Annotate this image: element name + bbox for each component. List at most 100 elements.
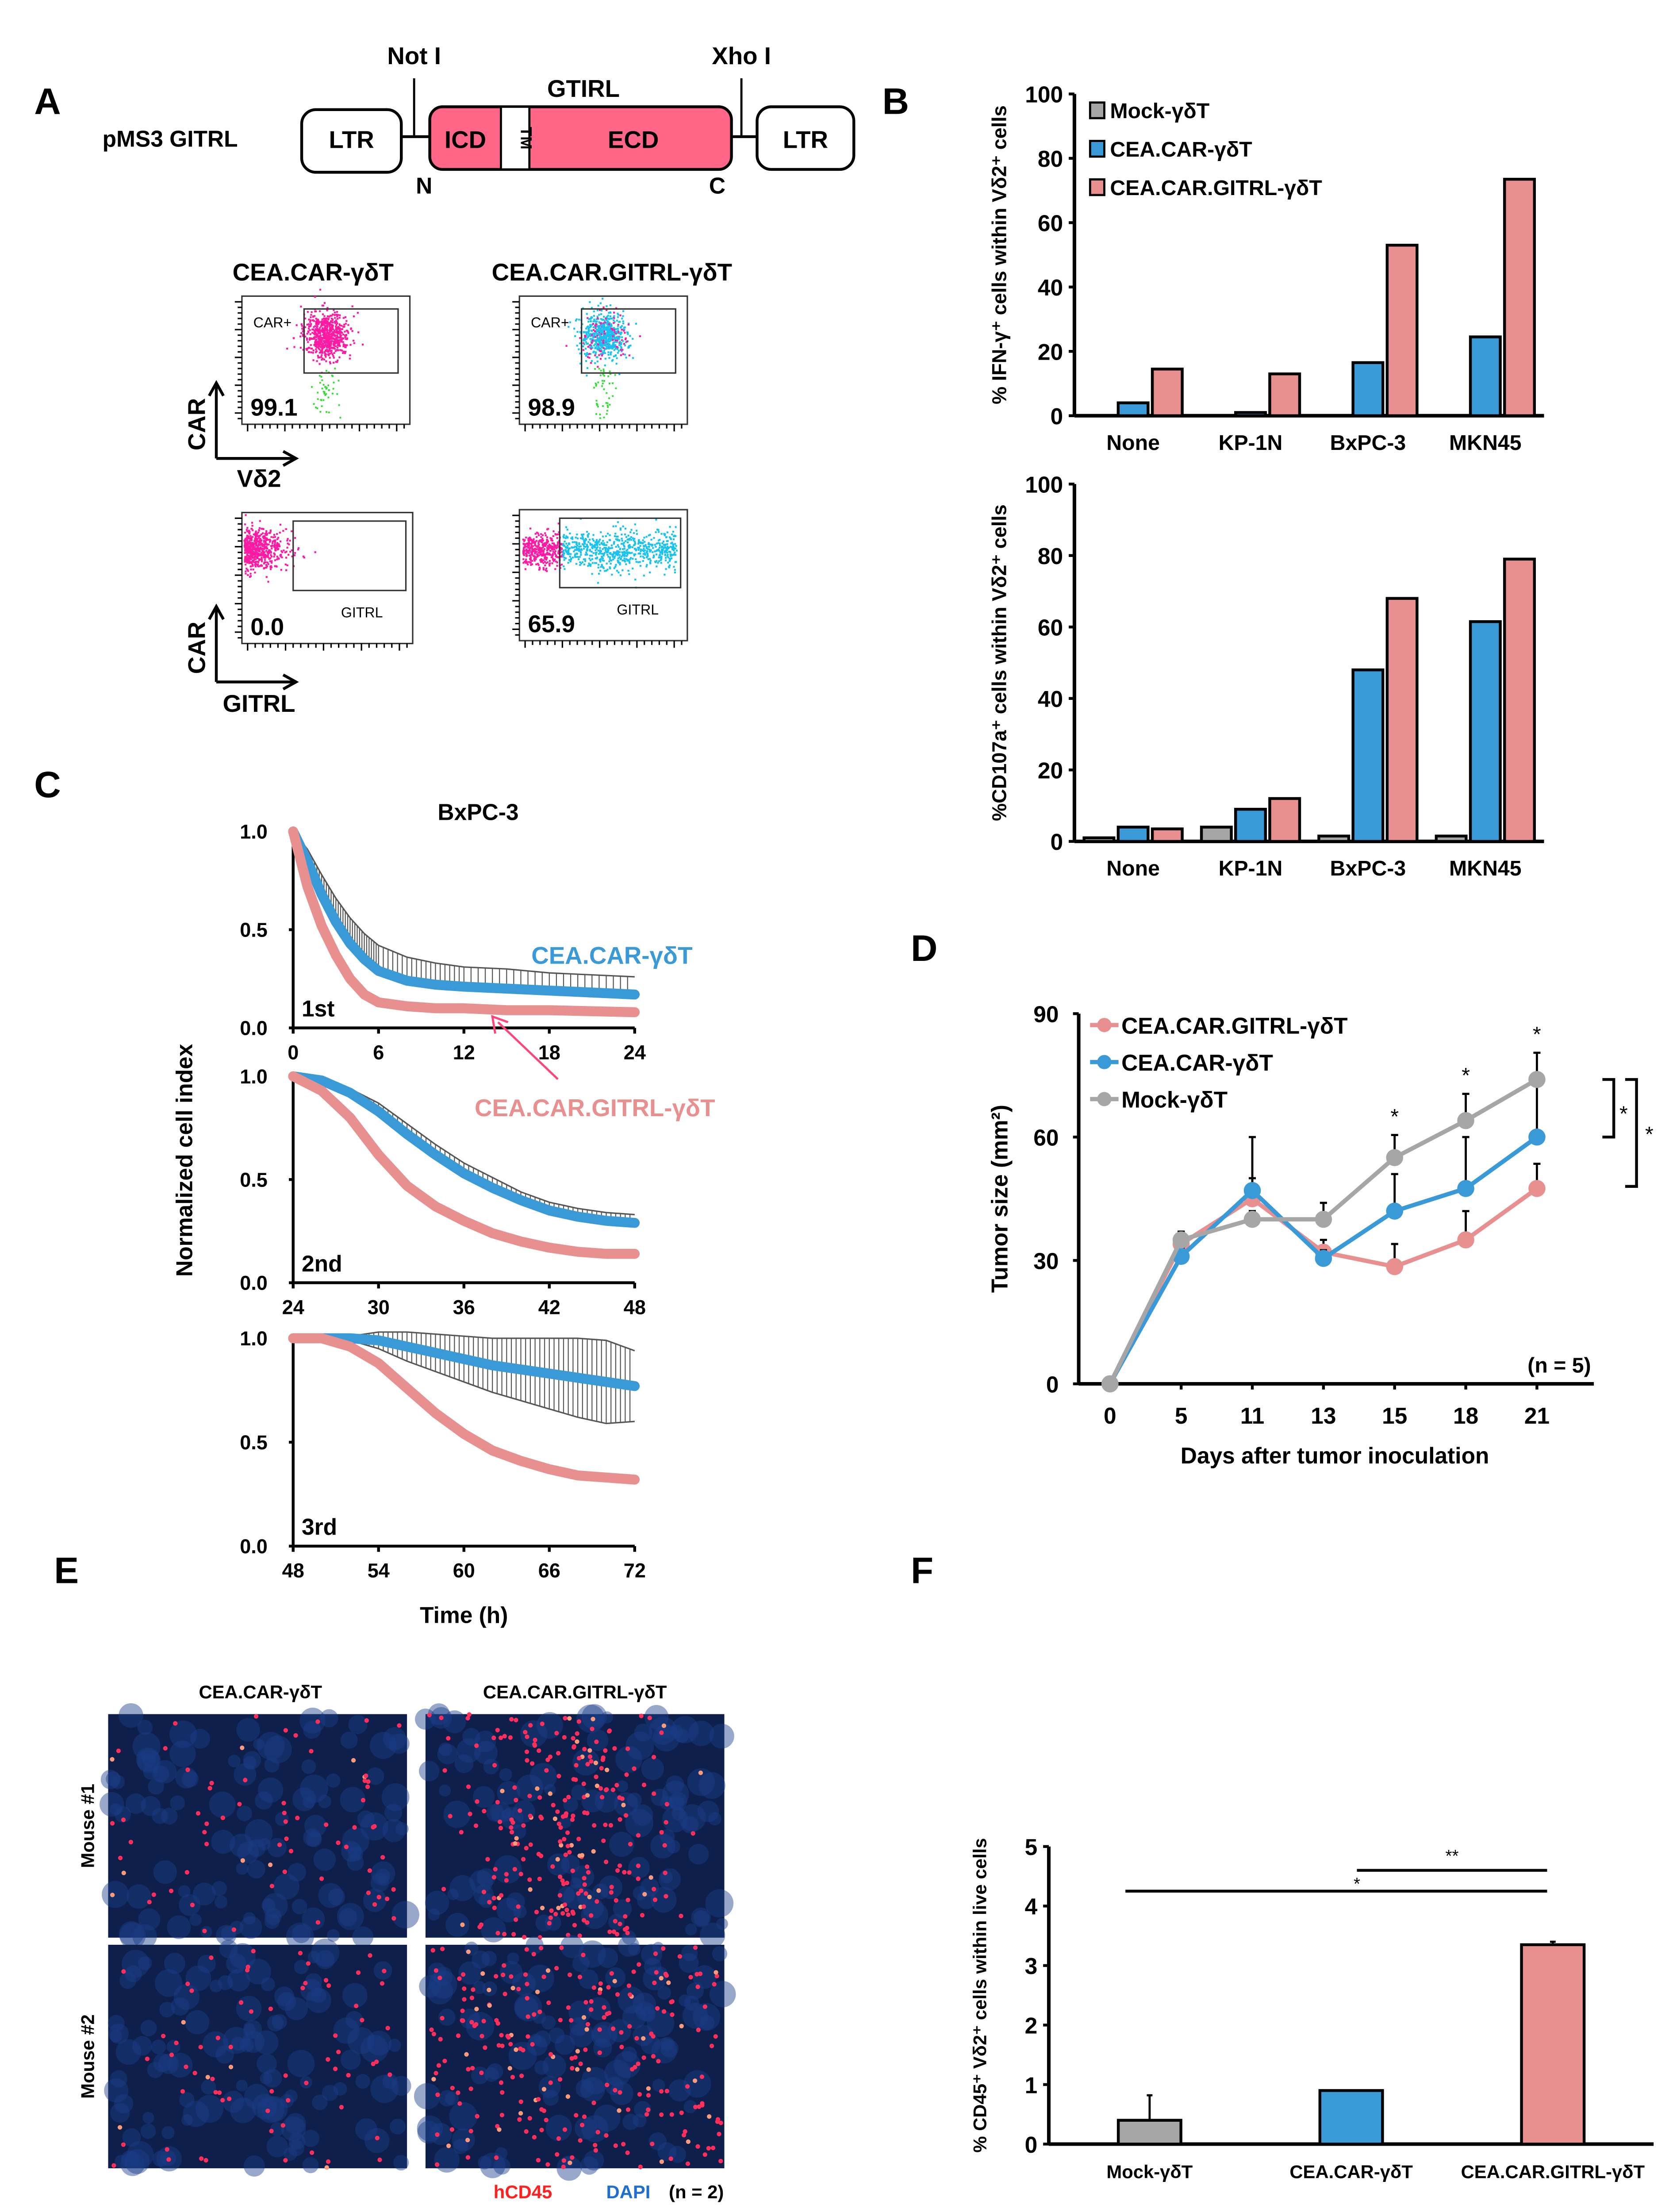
dapi-signal: [288, 2133, 306, 2150]
facs-event: [328, 342, 330, 344]
facs-event: [569, 547, 571, 549]
facs-event: [306, 323, 308, 326]
facs-event: [321, 358, 323, 361]
facs-event: [660, 545, 663, 548]
dapi-signal: [122, 2128, 141, 2147]
hcd45-cell: [579, 1853, 585, 1858]
dapi-signal: [534, 2060, 549, 2075]
facs-event: [594, 562, 596, 564]
ltr-right-box: [756, 105, 856, 171]
hcd45-cell: [354, 2003, 359, 2008]
facs-event: [285, 551, 288, 553]
facs-event: [539, 551, 541, 553]
hcd45-cell: [556, 2136, 561, 2141]
facs-event: [568, 552, 570, 554]
dapi-signal: [570, 1877, 582, 1889]
facs-event: [535, 545, 537, 547]
facs-events: [286, 288, 364, 419]
facs-event: [539, 553, 541, 556]
facs-event: [246, 561, 248, 564]
facs-event: [338, 330, 341, 333]
facs-event: [604, 544, 606, 546]
hcd45-cell: [713, 2034, 718, 2039]
dapi-signal: [347, 1854, 364, 1871]
facs-gate-label: CAR+: [253, 315, 292, 330]
facs-event: [617, 312, 619, 315]
facs-event: [316, 325, 318, 327]
facs-event: [629, 531, 632, 534]
facs-event: [596, 403, 598, 405]
facs-event: [319, 375, 321, 377]
facs-event: [259, 534, 261, 537]
facs-event: [324, 349, 327, 351]
hcd45-cell: [663, 1870, 668, 1875]
facs-event: [675, 545, 677, 547]
facs-event: [333, 332, 335, 334]
facs-event: [255, 550, 257, 553]
hcd45-cell: [253, 1714, 259, 1719]
y-tick-label: 60: [1038, 615, 1063, 641]
icd-label: ICD: [445, 126, 486, 154]
facs-event: [293, 346, 295, 348]
facs-event: [603, 344, 606, 346]
hcd45-cell: [576, 1836, 581, 1841]
facs-event: [259, 565, 261, 567]
facs-event: [270, 555, 273, 558]
facs-event: [628, 345, 630, 347]
facs-event: [540, 548, 543, 550]
hcd45-cell: [593, 1760, 598, 1765]
facs-event: [291, 555, 293, 557]
facs-event: [278, 558, 280, 560]
dapi-signal: [340, 2049, 361, 2070]
facs-event: [622, 340, 624, 342]
facs-event: [609, 311, 611, 314]
facs-event: [563, 552, 565, 555]
facs-event: [322, 313, 324, 315]
hcd45-cell: [617, 1863, 622, 1868]
facs-event: [317, 342, 319, 344]
facs-event: [568, 548, 570, 550]
facs-event: [578, 348, 580, 350]
facs-event: [602, 535, 604, 538]
y-axis-label: Normalized cell index: [171, 1044, 197, 1277]
facs-event: [525, 536, 527, 539]
dapi-signal: [119, 1972, 136, 1989]
facs-event: [531, 547, 533, 549]
facs-event: [651, 545, 653, 547]
facs-event: [649, 562, 652, 565]
facs-event: [589, 554, 591, 557]
facs-event: [642, 539, 644, 541]
facs-event: [545, 553, 548, 555]
facs-event: [326, 331, 328, 333]
facs-event: [536, 551, 538, 553]
dapi-signal: [579, 1940, 606, 1968]
dapi-signal: [292, 1899, 307, 1915]
facs-event: [254, 556, 257, 558]
facs-event: [640, 549, 642, 551]
facs-event: [312, 352, 314, 354]
dapi-signal: [656, 1724, 672, 1740]
hcd45-cell: [466, 1784, 471, 1789]
y-axis-label: % IFN-γ⁺ cells within Vδ2⁺ cells: [988, 105, 1010, 404]
facs-event: [607, 325, 610, 327]
facs-event: [258, 527, 261, 529]
facs-event: [330, 344, 332, 346]
facs-event: [642, 553, 645, 555]
hcd45-cell: [460, 1922, 465, 1927]
facs-event: [535, 540, 537, 542]
facs-event: [324, 332, 326, 334]
facs-event: [657, 562, 659, 564]
hcd45-cell: [564, 1908, 569, 1912]
hcd45-cell: [700, 2103, 705, 2108]
subplot-label: 1st: [302, 996, 334, 1022]
facs-event: [637, 546, 639, 549]
facs-event: [610, 334, 613, 337]
facs-event: [276, 565, 278, 568]
facs-event: [668, 550, 671, 553]
facs-event: [624, 533, 626, 536]
hcd45-cell: [606, 1985, 611, 1990]
facs-event: [624, 344, 626, 346]
dapi-signal: [428, 1703, 450, 1725]
